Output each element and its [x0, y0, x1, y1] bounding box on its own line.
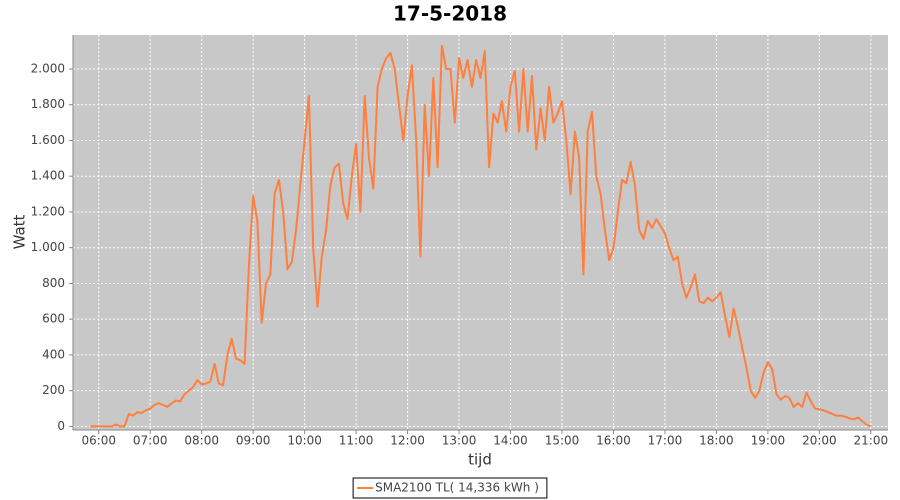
y-tick-label: 1.600	[31, 133, 65, 147]
y-tick-label: 800	[42, 276, 65, 290]
y-tick-label: 200	[42, 383, 65, 397]
x-tick-label: 06:00	[81, 434, 116, 448]
x-tick-label: 10:00	[287, 434, 322, 448]
x-tick-label: 17:00	[648, 434, 683, 448]
x-axis-title: tijd	[468, 451, 492, 469]
y-tick-label: 1.400	[31, 169, 65, 183]
x-tick-label: 18:00	[699, 434, 734, 448]
y-tick-label: 400	[42, 347, 65, 361]
y-tick-label: 0	[57, 419, 65, 433]
chart-title: 17-5-2018	[393, 2, 507, 26]
y-tick-label: 600	[42, 312, 65, 326]
x-tick-label: 09:00	[236, 434, 271, 448]
y-axis-title: Watt	[11, 214, 29, 249]
x-tick-label: 12:00	[390, 434, 425, 448]
legend-label: SMA2100 TL( 14,336 kWh )	[375, 481, 539, 495]
y-tick-label: 2.000	[31, 61, 65, 75]
x-tick-label: 08:00	[184, 434, 219, 448]
x-tick-label: 20:00	[802, 434, 837, 448]
x-tick-label: 19:00	[751, 434, 786, 448]
y-tick-label: 1.000	[31, 240, 65, 254]
x-tick-label: 14:00	[493, 434, 528, 448]
legend-box	[352, 477, 548, 499]
x-tick-label: 13:00	[442, 434, 477, 448]
x-tick-label: 15:00	[545, 434, 580, 448]
line-series	[90, 44, 872, 428]
x-tick-label: 07:00	[133, 434, 168, 448]
x-tick-label: 16:00	[596, 434, 631, 448]
x-tick-label: 21:00	[854, 434, 889, 448]
plot-area	[73, 35, 888, 430]
y-tick-label: 1.800	[31, 97, 65, 111]
y-tick-label: 1.200	[31, 204, 65, 218]
x-tick-label: 11:00	[339, 434, 374, 448]
